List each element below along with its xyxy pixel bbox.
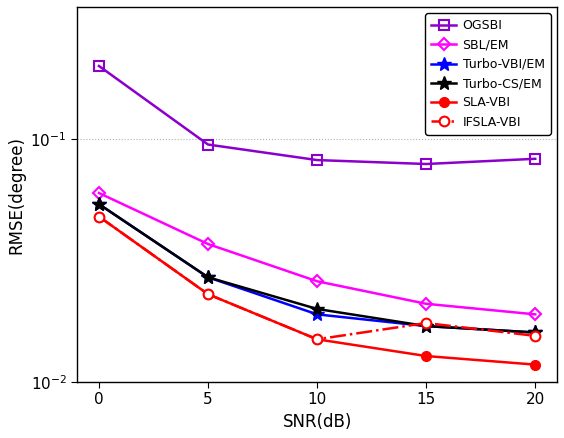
IFSLA-VBI bbox=[423, 321, 430, 326]
IFSLA-VBI bbox=[95, 214, 102, 219]
SLA-VBI bbox=[314, 337, 320, 342]
SLA-VBI bbox=[423, 353, 430, 359]
Turbo-CS/EM bbox=[532, 330, 539, 335]
IFSLA-VBI bbox=[314, 337, 320, 342]
Turbo-VBI/EM bbox=[423, 324, 430, 329]
Turbo-CS/EM bbox=[95, 201, 102, 207]
Turbo-CS/EM bbox=[423, 324, 430, 329]
Turbo-VBI/EM bbox=[205, 275, 212, 280]
Y-axis label: RMSE(degree): RMSE(degree) bbox=[7, 135, 25, 254]
SBL/EM bbox=[95, 191, 102, 196]
OGSBI bbox=[95, 64, 102, 69]
X-axis label: SNR(dB): SNR(dB) bbox=[283, 413, 352, 431]
Turbo-VBI/EM bbox=[95, 201, 102, 207]
Turbo-VBI/EM bbox=[314, 312, 320, 317]
Line: IFSLA-VBI: IFSLA-VBI bbox=[94, 212, 540, 344]
IFSLA-VBI bbox=[205, 292, 212, 297]
SBL/EM bbox=[423, 301, 430, 307]
OGSBI bbox=[532, 156, 539, 162]
SBL/EM bbox=[314, 279, 320, 284]
Line: SBL/EM: SBL/EM bbox=[95, 189, 539, 318]
SLA-VBI bbox=[205, 292, 212, 297]
SLA-VBI bbox=[532, 362, 539, 367]
SBL/EM bbox=[532, 312, 539, 317]
SBL/EM bbox=[205, 241, 212, 247]
Turbo-CS/EM bbox=[205, 275, 212, 280]
Legend: OGSBI, SBL/EM, Turbo-VBI/EM, Turbo-CS/EM, SLA-VBI, IFSLA-VBI: OGSBI, SBL/EM, Turbo-VBI/EM, Turbo-CS/EM… bbox=[425, 13, 551, 135]
Line: Turbo-VBI/EM: Turbo-VBI/EM bbox=[92, 197, 542, 339]
Line: Turbo-CS/EM: Turbo-CS/EM bbox=[92, 197, 542, 339]
OGSBI bbox=[314, 157, 320, 162]
Line: SLA-VBI: SLA-VBI bbox=[94, 212, 540, 370]
OGSBI bbox=[205, 142, 212, 147]
SLA-VBI bbox=[95, 214, 102, 219]
IFSLA-VBI bbox=[532, 333, 539, 339]
Turbo-VBI/EM bbox=[532, 330, 539, 335]
OGSBI bbox=[423, 161, 430, 166]
Turbo-CS/EM bbox=[314, 306, 320, 311]
Line: OGSBI: OGSBI bbox=[94, 61, 540, 169]
